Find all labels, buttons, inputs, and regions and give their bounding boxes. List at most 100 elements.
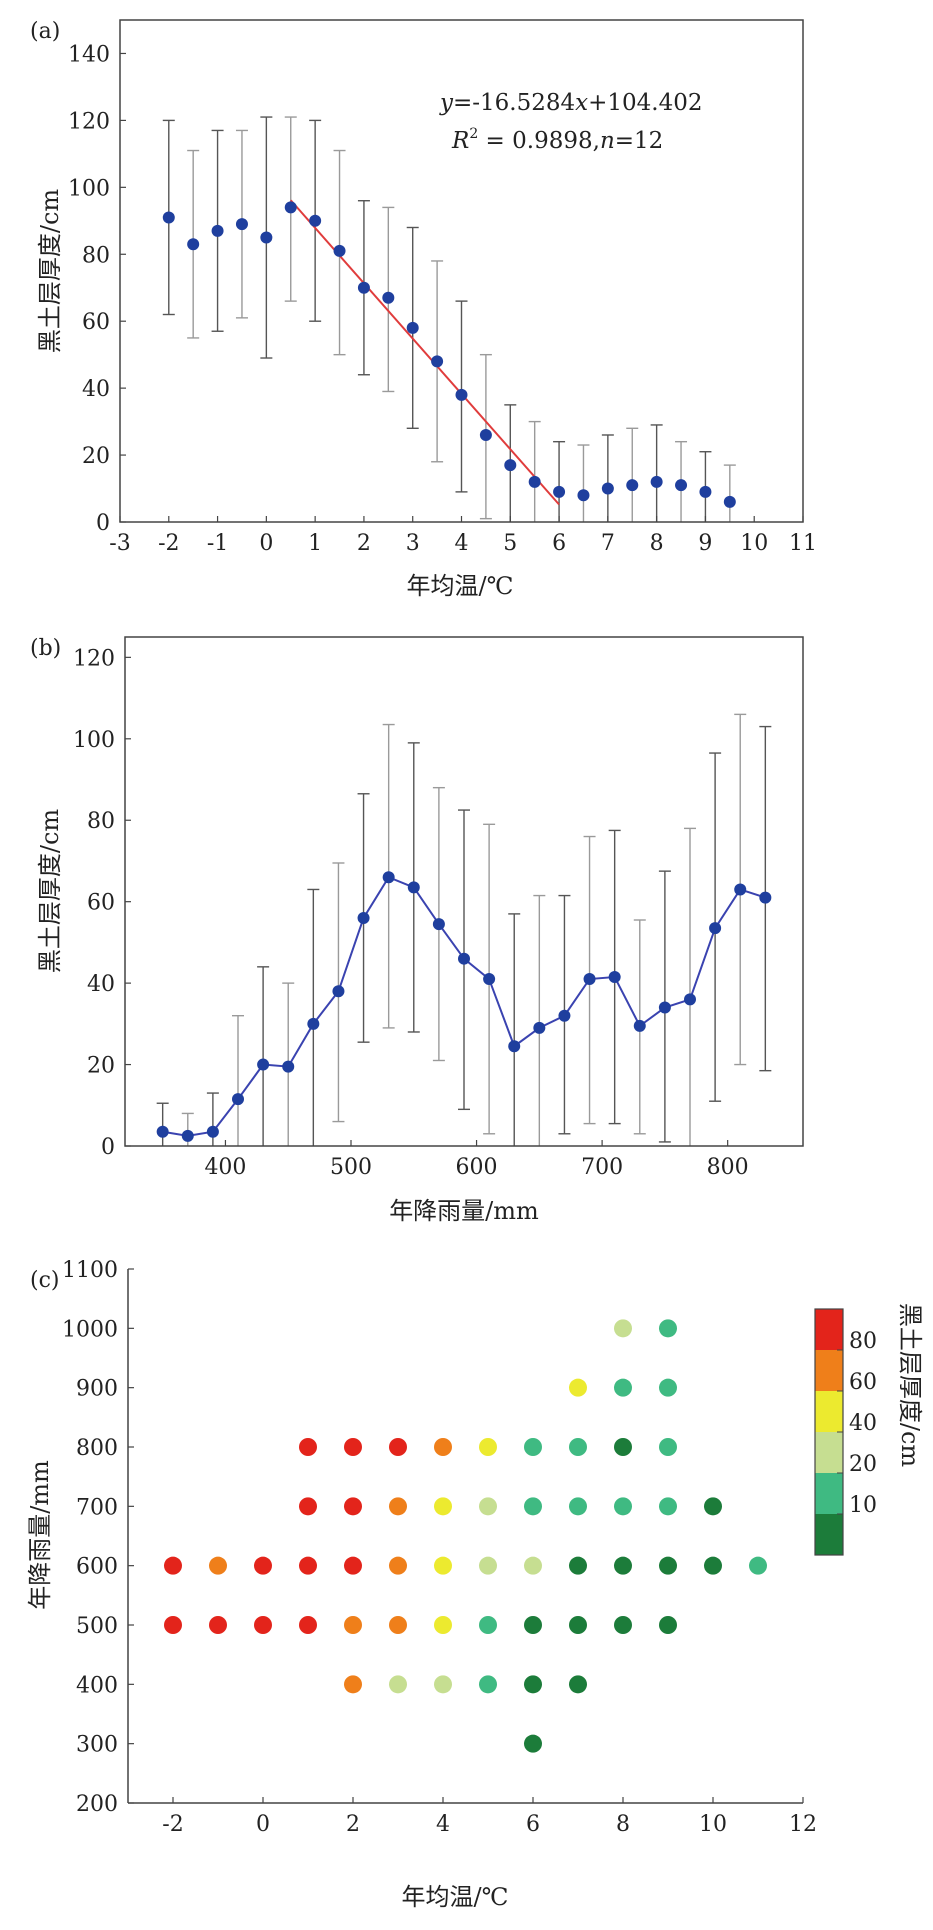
panel-b: (b) 400 500 600 700 800 0 20 40 60 80 100 120 年降雨量/… [0,625,933,1255]
colorbar-tick-label: 40 [849,1411,877,1436]
data-point [508,1040,521,1053]
ticks-a: -3 -2 -1 0 1 2 3 4 5 6 7 8 9 10 11 0 20 40 60 80 100 120 140 [68,42,817,556]
data-point [658,1001,671,1014]
errorbars-a [162,116,736,522]
ticks-c: -2 0 2 4 6 8 10 12 200 300 400 500 600 700 800 900 1000 1… [62,1258,817,1837]
data-point [332,985,345,998]
data-point [524,1556,542,1575]
x-tick-label: 2 [357,531,371,556]
data-point [299,1616,317,1634]
y-tick-label: 140 [68,42,110,67]
fit-equation: y=-16.5284x+104.402 [439,90,703,116]
data-point [434,1675,452,1694]
data-point [524,1497,542,1516]
data-point [389,1616,407,1634]
data-point [569,1556,587,1575]
chart-b-svg: (b) 400 500 600 700 800 0 20 40 60 80 100 120 年降雨量/… [30,636,804,1225]
data-point [614,1556,632,1575]
data-point [357,911,370,924]
x-tick-label: 12 [789,1812,817,1837]
data-point [431,355,444,368]
data-point [344,1438,362,1456]
data-point [659,1616,677,1634]
data-point [614,1319,632,1338]
data-point [333,244,346,257]
data-point [254,1616,272,1634]
data-point [734,883,747,896]
colorbar-segment [815,1350,843,1391]
data-point [626,479,639,492]
colorbar-tick-label: 10 [849,1493,877,1518]
points-a [162,201,736,508]
y-tick-label: 700 [76,1495,118,1520]
y-tick-label: 80 [82,243,110,268]
x-tick-label: 500 [330,1155,372,1180]
colorbar-segment [815,1309,843,1350]
x-tick-label: -1 [207,531,228,556]
x-tick-label: 1 [308,531,322,556]
data-point [344,1616,362,1634]
data-point [633,1019,646,1032]
x-tick-label: 6 [526,1812,540,1837]
data-point [254,1556,272,1575]
panel-tag-c: (c) [30,1268,60,1293]
data-point [704,1556,722,1575]
data-point [479,1497,497,1516]
x-axis-label-c: 年均温/℃ [402,1883,509,1911]
data-point [659,1319,677,1338]
y-tick-label: 40 [82,377,110,402]
data-point [759,891,772,904]
data-point [164,1556,182,1575]
y-tick-label: 500 [76,1614,118,1639]
panel-tag-a: (a) [30,19,60,44]
data-point [479,1616,497,1634]
y-tick-label: 900 [76,1377,118,1402]
x-tick-label: 400 [204,1155,246,1180]
colorbar-label: 黑土层厚度/cm [896,1303,924,1468]
data-point [659,1497,677,1516]
data-point [344,1675,362,1694]
x-tick-label: 10 [740,531,768,556]
y-tick-label: 300 [76,1733,118,1758]
data-point [434,1616,452,1634]
y-tick-label: 20 [82,444,110,469]
data-point [483,973,496,986]
stat-n-value: =12 [615,128,664,154]
x-tick-label: -2 [162,1812,183,1837]
eq-x: x [575,90,588,116]
fit-stats: R2 = 0.9898,n=12 [451,126,663,154]
data-point [524,1734,542,1753]
eq-rhs: =-16.5284 [453,90,575,116]
data-point [434,1497,452,1516]
x-tick-label: 0 [256,1812,270,1837]
ticks-b: 400 500 600 700 800 0 20 40 60 80 100 120 [73,646,749,1180]
data-point [558,1009,571,1022]
x-tick-label: -2 [158,531,179,556]
data-point [524,1438,542,1456]
data-point [382,291,395,304]
x-axis-label-b: 年降雨量/mm [389,1197,539,1225]
data-point [299,1497,317,1516]
y-tick-label: 1100 [62,1258,118,1283]
data-point [608,971,621,984]
stat-r-sup: 2 [469,126,478,142]
data-point [299,1438,317,1456]
y-tick-label: 60 [82,310,110,335]
chart-a-svg: (a) -3 -2 -1 0 1 2 3 4 5 6 7 8 9 10 11 0 20 40 60 80 100 120 1… [30,19,817,600]
data-point [614,1497,632,1516]
x-tick-label: 10 [699,1812,727,1837]
colorbar-segment [815,1473,843,1514]
data-point [206,1125,219,1138]
x-tick-label: 6 [552,531,566,556]
x-tick-label: 800 [707,1155,749,1180]
x-tick-label: 8 [650,531,664,556]
x-tick-label: 9 [698,531,712,556]
x-tick-label: 0 [259,531,273,556]
eq-tail: +104.402 [588,90,702,116]
y-tick-label: 120 [73,646,115,671]
data-point [569,1438,587,1456]
y-tick-label: 0 [96,511,110,536]
y-tick-label: 400 [76,1673,118,1698]
colorbar-segment [815,1391,843,1432]
x-axis-label-a: 年均温/℃ [407,572,514,600]
